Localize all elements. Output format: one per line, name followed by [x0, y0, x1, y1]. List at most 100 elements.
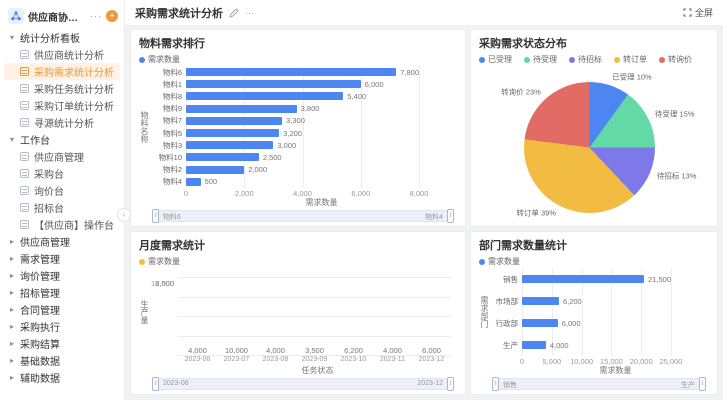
value-label: 6,000 — [422, 346, 441, 355]
document-icon — [20, 50, 29, 59]
legend-dot-icon — [659, 56, 665, 63]
legend-item[interactable]: 转订单 — [614, 54, 647, 65]
main-header: 采购需求统计分析 ··· 全屏 — [125, 0, 723, 26]
bar-row: 5,400 — [186, 91, 419, 101]
sidebar-group-header[interactable]: ▾ 工作台 — [0, 131, 124, 148]
bar[interactable] — [186, 104, 297, 113]
sidebar-item-label: 供应商管理 — [34, 153, 84, 164]
datazoom-right-handle[interactable] — [699, 377, 706, 391]
sidebar-item[interactable]: 采购订单统计分析 — [0, 97, 124, 114]
sidebar-collapsed-section[interactable]: ▸ 招标管理 — [0, 284, 124, 301]
sidebar-collapse-button[interactable]: ‹ — [117, 208, 131, 222]
sidebar-collapsed-section[interactable]: ▸ 合同管理 — [0, 301, 124, 318]
legend-item[interactable]: 待招标 — [569, 54, 602, 65]
chevron-right-icon: ▸ — [9, 339, 14, 348]
legend-item[interactable]: 转询价 — [659, 54, 692, 65]
bar[interactable] — [186, 165, 245, 174]
value-label: 500 — [204, 177, 218, 187]
bar[interactable] — [522, 297, 559, 305]
sidebar-item[interactable]: 询价台 — [0, 182, 124, 199]
bar[interactable] — [186, 68, 397, 77]
sidebar-item[interactable]: 采购台 — [0, 165, 124, 182]
sidebar-collapsed-section[interactable]: ▸ 供应商管理 — [0, 233, 124, 250]
fullscreen-button[interactable]: 全屏 — [683, 6, 713, 19]
tick-label: 0 — [169, 279, 174, 288]
tick-label: 25,000 — [659, 357, 683, 366]
document-icon — [20, 186, 29, 195]
value-label: 6,200 — [344, 346, 363, 355]
bar[interactable] — [186, 80, 361, 89]
sidebar-section-label: 合同管理 — [20, 306, 60, 317]
sidebar-item[interactable]: 寻源统计分析 — [0, 114, 124, 131]
y-axis-label: 物料名称 — [140, 111, 149, 143]
bar[interactable] — [522, 341, 546, 349]
category-label: 物料3 — [162, 140, 182, 150]
datazoom-right-handle[interactable] — [447, 377, 454, 391]
bar[interactable] — [186, 92, 344, 101]
chevron-right-icon: ▸ — [9, 356, 14, 365]
document-icon — [20, 101, 29, 110]
sidebar-item[interactable]: 【供应商】操作台 — [0, 216, 124, 233]
legend-dot-icon — [614, 56, 620, 63]
pie-slice-label: 待招标 13% — [656, 171, 697, 181]
datazoom-left-handle[interactable] — [152, 209, 159, 223]
sidebar-section-label: 采购结算 — [20, 340, 60, 351]
sidebar-item[interactable]: 供应商管理 — [0, 148, 124, 165]
tick-label: 2023-12 — [418, 356, 445, 363]
app-more-button[interactable]: ··· — [90, 11, 102, 21]
sidebar-item[interactable]: 招标台 — [0, 199, 124, 216]
bar[interactable] — [186, 153, 259, 162]
chevron-right-icon: ▸ — [9, 237, 14, 246]
bar[interactable] — [186, 141, 274, 150]
sidebar-item[interactable]: 采购任务统计分析 — [0, 80, 124, 97]
legend-item[interactable]: 需求数量 — [479, 256, 520, 267]
sidebar-group-header[interactable]: ▾ 统计分析看板 — [0, 29, 124, 46]
bar[interactable] — [186, 177, 201, 186]
sidebar-collapsed-section[interactable]: ▸ 基础数据 — [0, 352, 124, 369]
datazoom-slider[interactable]: 2023-06 2023-12 — [152, 377, 454, 391]
category-label: 销售 — [503, 274, 518, 284]
datazoom-right-handle[interactable] — [447, 209, 454, 223]
chevron-down-icon: ▾ — [9, 33, 14, 42]
tick-label: 5,000 — [542, 357, 562, 366]
hbar-chart-material: 物料名称 物料6 物料1 物料8 物料9 物料7 物料5 物料3 物料10 物料2 物料4 7,800… — [139, 66, 457, 223]
category-label: 物料5 — [162, 128, 182, 138]
sidebar-group-label: 统计分析看板 — [20, 34, 80, 45]
chart-legend: 已受理 待受理 待招标 转订单 转询价 — [479, 54, 709, 65]
legend-item[interactable]: 需求数量 — [139, 54, 180, 65]
datazoom-slider[interactable]: 销售 生产 — [492, 377, 706, 391]
legend-item[interactable]: 待受理 — [524, 54, 557, 65]
legend-dot-icon — [479, 258, 485, 265]
sidebar-collapsed-section[interactable]: ▸ 辅助数据 — [0, 369, 124, 386]
page-more-button[interactable]: ··· — [245, 7, 254, 18]
bar[interactable] — [186, 116, 283, 125]
edit-icon[interactable] — [229, 7, 239, 18]
bar[interactable] — [522, 319, 558, 327]
value-label: 5,400 — [347, 91, 367, 101]
sidebar-item[interactable]: 采购需求统计分析 — [4, 63, 120, 80]
datazoom-slider[interactable]: 物料6 物料4 — [152, 209, 454, 223]
tick-label: 2023-08 — [262, 356, 289, 363]
card-demand-status-distribution: 采购需求状态分布 已受理 待受理 待招标 转订单 转询价 已受理 10% 待受理 15% 待… — [470, 29, 718, 227]
bar[interactable] — [522, 275, 645, 283]
legend-item[interactable]: 需求数量 — [139, 256, 180, 267]
app-logo-icon — [8, 8, 24, 24]
sidebar-item-label: 采购台 — [34, 170, 64, 181]
sidebar-item-label: 招标台 — [34, 204, 64, 215]
pie-chart[interactable] — [523, 81, 655, 213]
legend-label: 转订单 — [623, 55, 647, 64]
datazoom-left-handle[interactable] — [492, 377, 499, 391]
bar[interactable] — [186, 129, 280, 138]
sidebar-collapsed-section[interactable]: ▸ 询价管理 — [0, 267, 124, 284]
sidebar-collapsed-section[interactable]: ▸ 需求管理 — [0, 250, 124, 267]
sidebar-collapsed-section[interactable]: ▸ 采购执行 — [0, 318, 124, 335]
sidebar-collapsed-section[interactable]: ▸ 采购结算 — [0, 335, 124, 352]
datazoom-left-handle[interactable] — [152, 377, 159, 391]
datazoom-start-label: 2023-06 — [163, 380, 189, 387]
sidebar-item[interactable]: 供应商统计分析 — [0, 46, 124, 63]
pie-chart-status: 已受理 10% 待受理 15% 待招标 13% 转订单 39% 转询价 23% — [479, 66, 709, 222]
gridline — [186, 66, 187, 188]
legend-item[interactable]: 已受理 — [479, 54, 512, 65]
bar-row: 6,200 — [522, 297, 671, 306]
app-badge-icon[interactable]: ✦ — [106, 10, 118, 22]
